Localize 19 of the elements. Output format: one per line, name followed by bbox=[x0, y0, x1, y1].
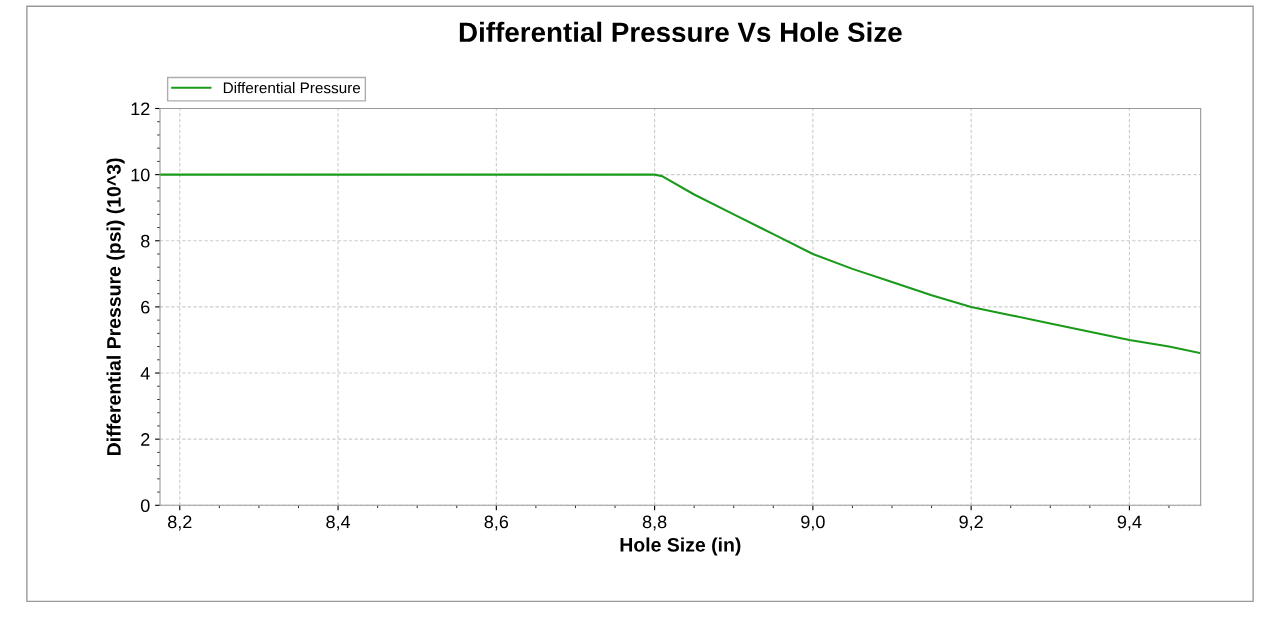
y-tick-label: 6 bbox=[141, 300, 150, 314]
y-tick-label: 0 bbox=[140, 499, 150, 513]
y-tick-label: 4 bbox=[140, 367, 150, 380]
x-tick-label: 8,4 bbox=[326, 515, 351, 531]
x-tick-label: 8,2 bbox=[168, 515, 192, 531]
y-axis-title: Differential Pressure (psi) (10^3) bbox=[106, 158, 125, 455]
x-tick-label: 8,8 bbox=[642, 515, 667, 531]
y-tick-label: 8 bbox=[141, 234, 150, 248]
x-tick-label: 9,2 bbox=[959, 515, 983, 531]
x-tick-label: 9,4 bbox=[1117, 515, 1142, 531]
x-tick-label: 8,6 bbox=[484, 515, 509, 531]
x-axis-title: Hole Size (in) bbox=[620, 537, 741, 556]
legend-label: Differential Pressure bbox=[223, 82, 361, 94]
x-tick-label: 9,0 bbox=[801, 515, 825, 531]
y-tick-label: 10 bbox=[131, 168, 150, 182]
line-series bbox=[160, 173, 1201, 355]
chart-title: Differential Pressure Vs Hole Size bbox=[459, 21, 902, 43]
y-tick-label: 12 bbox=[131, 102, 150, 116]
y-tick-label: 2 bbox=[141, 433, 150, 446]
